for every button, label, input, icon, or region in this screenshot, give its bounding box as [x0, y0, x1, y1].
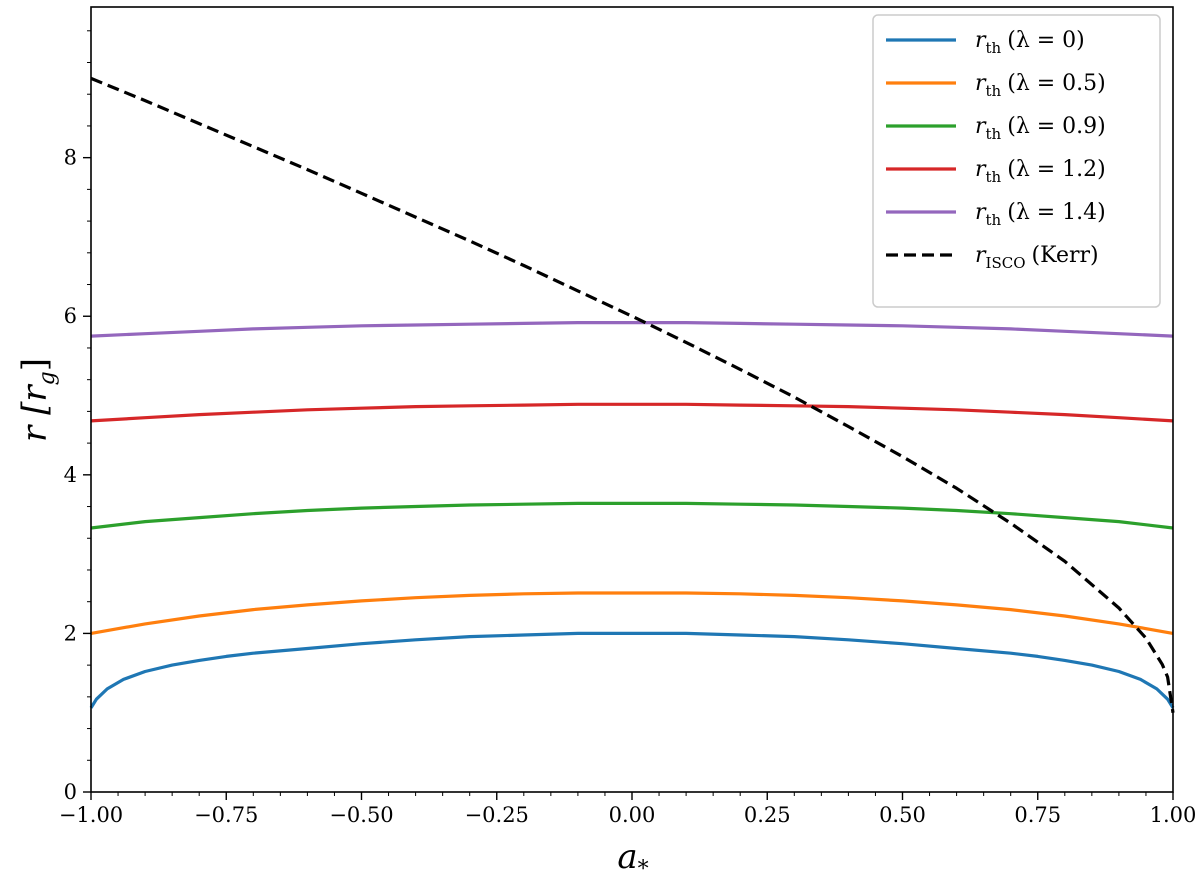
- legend-label-rest: (λ = 0.9): [1007, 114, 1106, 139]
- legend-box: [872, 14, 1161, 308]
- series-line-2: [90, 591, 1174, 635]
- legend-label-1: rth (λ = 0): [975, 28, 1085, 57]
- legend-label-sub: th: [986, 39, 1002, 57]
- legend-label-main: r: [975, 243, 987, 268]
- y-tick-label: 6: [64, 304, 77, 328]
- series-layer: [89, 76, 1175, 713]
- x-axis-label-sub: *: [638, 857, 649, 882]
- x-axis-label: a*: [617, 837, 648, 882]
- x-tick-label: −1.00: [59, 803, 123, 827]
- x-tick-label: −0.75: [194, 803, 258, 827]
- series-line-5: [90, 321, 1174, 338]
- y-axis-label-sub: g: [35, 371, 60, 385]
- y-tick-label: 0: [64, 780, 77, 804]
- legend-label-rest: (λ = 1.4): [1007, 200, 1106, 225]
- x-tick-label: 0.00: [609, 803, 656, 827]
- legend-label-sub: th: [986, 125, 1002, 143]
- y-axis-label-main: r [r: [15, 384, 55, 442]
- axis-ticks: −1.00 −0.75 −0.50 −0.25 0.00 0.25 0.50 0.75 1.00…: [59, 30, 1197, 827]
- y-tick-label: 8: [64, 146, 77, 170]
- x-axis-label-main: a: [617, 837, 637, 877]
- y-axis-label: r [rg]: [15, 358, 60, 442]
- y-tick-label: 4: [64, 463, 77, 487]
- legend-label-6: rISCO (Kerr): [975, 243, 1099, 272]
- x-tick-label: −0.25: [465, 803, 529, 827]
- legend-label-rest: (λ = 1.2): [1007, 157, 1106, 182]
- legend-label-5: rth (λ = 1.4): [975, 200, 1106, 229]
- x-tick-label: 0.50: [879, 803, 926, 827]
- legend-label-rest: (λ = 0.5): [1007, 71, 1106, 96]
- legend-label-3: rth (λ = 0.9): [975, 114, 1106, 143]
- legend-label-sub: th: [986, 168, 1002, 186]
- legend-label-sub: ISCO: [986, 254, 1026, 272]
- legend-label-4: rth (λ = 1.2): [975, 157, 1106, 186]
- series-line-4: [90, 402, 1174, 423]
- legend-label-main: r: [975, 157, 987, 182]
- legend-label-rest: (Kerr): [1032, 243, 1099, 268]
- x-tick-label: 1.00: [1150, 803, 1197, 827]
- legend: rth (λ = 0)rth (λ = 0.5)rth (λ = 0.9)rth (λ …: [872, 14, 1161, 308]
- legend-label-main: r: [975, 114, 987, 139]
- y-axis-label-close: ]: [15, 358, 55, 371]
- x-tick-label: 0.25: [744, 803, 791, 827]
- legend-label-sub: th: [986, 211, 1002, 229]
- series-line-3: [90, 501, 1174, 530]
- y-tick-label: 2: [64, 621, 77, 645]
- legend-label-sub: th: [986, 82, 1002, 100]
- legend-label-main: r: [975, 71, 987, 96]
- series-line-1: [89, 631, 1175, 709]
- legend-label-main: r: [975, 200, 987, 225]
- x-tick-label: 0.75: [1014, 803, 1061, 827]
- legend-label-main: r: [975, 28, 987, 53]
- legend-label-2: rth (λ = 0.5): [975, 71, 1106, 100]
- legend-items: rth (λ = 0)rth (λ = 0.5)rth (λ = 0.9)rth (λ …: [886, 28, 1106, 272]
- x-tick-label: −0.50: [329, 803, 393, 827]
- legend-label-rest: (λ = 0): [1007, 28, 1085, 53]
- series-line-6: [90, 76, 1175, 713]
